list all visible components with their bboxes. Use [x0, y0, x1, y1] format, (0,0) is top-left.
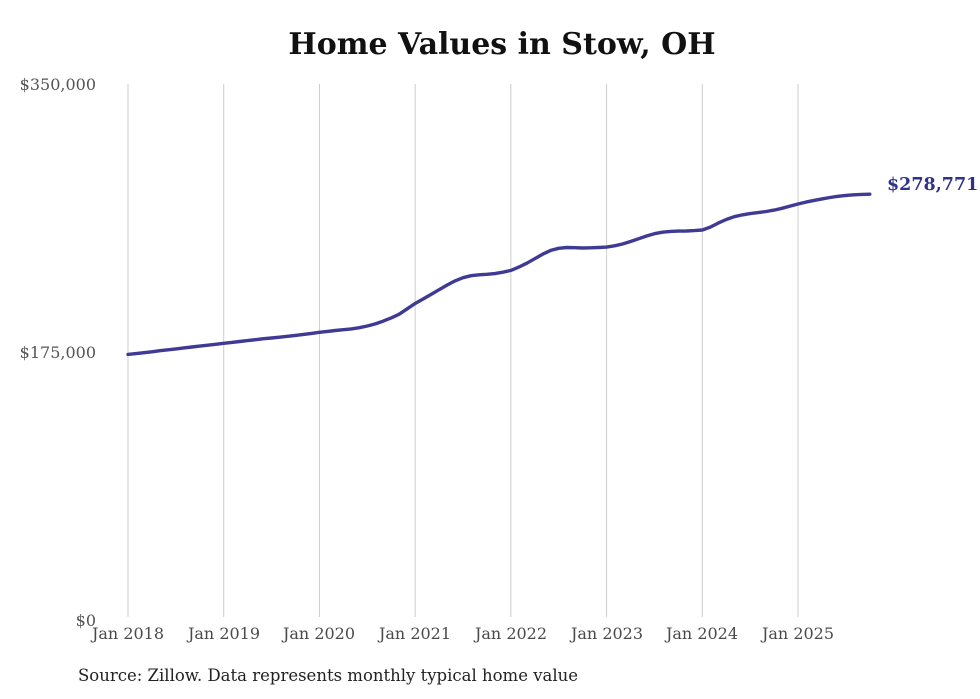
x-axis-label: Jan 2025 [761, 624, 835, 643]
x-axis-label: Jan 2022 [474, 624, 548, 643]
x-axis-label: Jan 2020 [282, 624, 356, 643]
chart-title: Home Values in Stow, OH [288, 27, 716, 62]
x-axis-label: Jan 2018 [91, 624, 165, 643]
value-line [126, 192, 872, 357]
x-axis-label: Jan 2021 [378, 624, 452, 643]
x-axis-label: Jan 2023 [570, 624, 644, 643]
end-value-label: $278,771 [887, 175, 979, 195]
y-axis-label: $0 [75, 611, 96, 630]
x-axis-label: Jan 2024 [665, 624, 739, 643]
y-axis-label: $175,000 [19, 343, 96, 362]
y-axis-label: $350,000 [19, 75, 96, 94]
gridlines [127, 84, 799, 617]
x-axis-label: Jan 2019 [187, 624, 261, 643]
source-note: Source: Zillow. Data represents monthly … [78, 666, 579, 685]
